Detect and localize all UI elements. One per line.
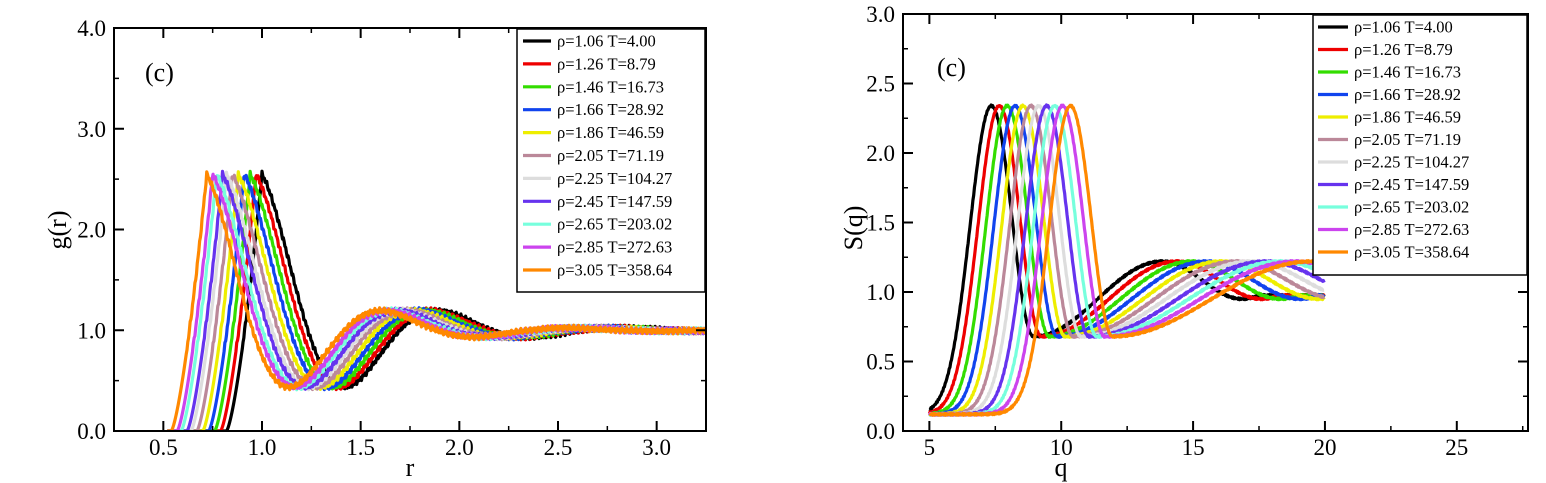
sq-y-axis-label: S(q) <box>839 206 868 251</box>
sq-legend-entry-rho-3p05-t-358p64: ρ=3.05 T=358.64 <box>1354 243 1469 262</box>
gr-x-tick-label: 2.5 <box>544 435 573 460</box>
sq-y-tick-label: 2.0 <box>866 141 895 166</box>
sq-legend-entry-rho-1p66-t-28p92: ρ=1.66 T=28.92 <box>1354 85 1461 104</box>
gr-panel-label: (c) <box>145 58 174 87</box>
gr-legend-entry-rho-2p05-t-71p19: ρ=2.05 T=71.19 <box>557 146 664 165</box>
sq-y-tick-label: 2.5 <box>866 72 895 97</box>
panel-sq: 5 10 15 20 25 0.0 0.5 1.0 1.5 2.0 2.5 3.0 (c) q S(q… <box>839 2 1529 482</box>
sq-y-tick-label: 3.0 <box>866 2 895 27</box>
gr-legend-entry-rho-2p25-t-104p27: ρ=2.25 T=104.27 <box>557 169 672 188</box>
sq-x-tick-label: 10 <box>1050 435 1073 460</box>
gr-legend-entry-rho-2p85-t-272p63: ρ=2.85 T=272.63 <box>557 238 672 257</box>
gr-legend-entry-rho-1p26-t-8p79: ρ=1.26 T=8.79 <box>557 54 656 73</box>
sq-legend-entry-rho-2p25-t-104p27: ρ=2.25 T=104.27 <box>1354 153 1469 172</box>
sq-series-group <box>927 103 1326 417</box>
sq-x-axis-label: q <box>1055 453 1068 482</box>
sq-legend: ρ=1.06 T=4.00 ρ=1.26 T=8.79 ρ=1.46 T=16.73… <box>1312 14 1528 276</box>
gr-legend-entry-rho-2p65-t-203p02: ρ=2.65 T=203.02 <box>557 215 672 234</box>
gr-x-tick-label: 1.0 <box>248 435 277 460</box>
gr-ticks: 0.5 1.0 1.5 2.0 2.5 3.0 0.0 1.0 2.0 3.0 4.0 <box>77 16 707 460</box>
gr-x-tick-label: 2.0 <box>445 435 474 460</box>
sq-x-tick-label: 20 <box>1313 435 1336 460</box>
sq-legend-entry-rho-1p26-t-8p79: ρ=1.26 T=8.79 <box>1354 40 1453 59</box>
sq-x-tick-label: 25 <box>1445 435 1468 460</box>
gr-y-tick-label: 4.0 <box>77 16 106 41</box>
sq-y-tick-label: 0.5 <box>866 350 895 375</box>
sq-series-rho-3p05-t-358p64 <box>928 103 1326 417</box>
sq-legend-entry-rho-2p65-t-203p02: ρ=2.65 T=203.02 <box>1354 198 1469 217</box>
gr-x-tick-label: 3.0 <box>642 435 671 460</box>
gr-x-tick-label: 1.5 <box>346 435 375 460</box>
gr-legend-entry-rho-1p06-t-4p00: ρ=1.06 T=4.00 <box>557 32 656 51</box>
gr-legend-entry-rho-1p46-t-16p73: ρ=1.46 T=16.73 <box>557 77 664 96</box>
gr-legend-entry-rho-2p45-t-147p59: ρ=2.45 T=147.59 <box>557 192 672 211</box>
sq-series-rho-1p26-t-8p79 <box>927 103 1326 415</box>
sq-y-tick-label: 1.0 <box>866 280 895 305</box>
gr-x-axis-label: r <box>406 453 415 482</box>
gr-legend-entry-rho-1p66-t-28p92: ρ=1.66 T=28.92 <box>557 100 664 119</box>
gr-y-tick-label: 2.0 <box>77 218 106 243</box>
sq-legend-entry-rho-1p86-t-46p59: ρ=1.86 T=46.59 <box>1354 108 1461 127</box>
sq-x-tick-label: 15 <box>1182 435 1205 460</box>
gr-series-group <box>166 169 706 431</box>
sq-y-tick-label: 0.0 <box>866 419 895 444</box>
gr-x-tick-label: 0.5 <box>149 435 178 460</box>
sq-x-tick-label: 5 <box>924 435 936 460</box>
gr-legend-entry-rho-3p05-t-358p64: ρ=3.05 T=358.64 <box>557 261 672 280</box>
gr-y-tick-label: 1.0 <box>77 318 106 343</box>
sq-series-rho-1p46-t-16p73 <box>928 103 1325 416</box>
sq-panel-label: (c) <box>937 53 966 82</box>
sq-legend-entry-rho-1p46-t-16p73: ρ=1.46 T=16.73 <box>1354 63 1461 82</box>
sq-y-tick-label: 1.5 <box>866 211 895 236</box>
gr-legend: ρ=1.06 T=4.00 ρ=1.26 T=8.79 ρ=1.46 T=16.73… <box>516 28 706 293</box>
gr-y-tick-label: 0.0 <box>77 419 106 444</box>
sq-legend-entry-rho-1p06-t-4p00: ρ=1.06 T=4.00 <box>1354 18 1453 37</box>
sq-legend-entry-rho-2p45-t-147p59: ρ=2.45 T=147.59 <box>1354 175 1469 194</box>
sq-legend-entry-rho-2p05-t-71p19: ρ=2.05 T=71.19 <box>1354 130 1461 149</box>
gr-legend-entry-rho-1p86-t-46p59: ρ=1.86 T=46.59 <box>557 123 664 142</box>
gr-series-rho-3p05-t-358p64 <box>166 170 706 431</box>
panel-gr: 0.5 1.0 1.5 2.0 2.5 3.00.01.02.03.04.0 (c) r … <box>43 16 707 482</box>
gr-y-axis-label: g(r) <box>43 211 72 250</box>
gr-y-tick-label: 3.0 <box>77 117 106 142</box>
sq-legend-entry-rho-2p85-t-272p63: ρ=2.85 T=272.63 <box>1354 220 1469 239</box>
sq-series-rho-1p66-t-28p92 <box>928 103 1326 417</box>
sq-ticks: 5 10 15 20 25 0.0 0.5 1.0 1.5 2.0 2.5 3.0 <box>866 2 1528 460</box>
sq-legend-box <box>1312 14 1528 276</box>
